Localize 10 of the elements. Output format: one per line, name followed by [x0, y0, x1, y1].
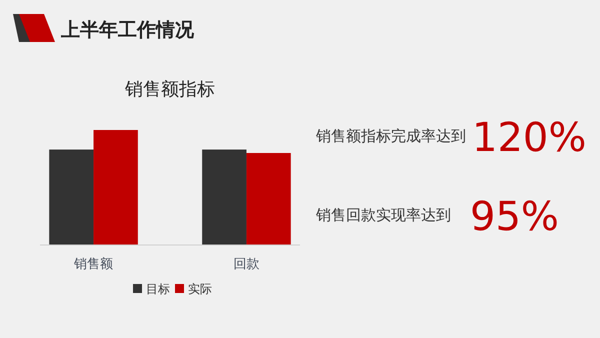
x-tick-label: 回款 — [233, 257, 260, 272]
text: 120% — [472, 115, 586, 161]
text: 95% — [470, 194, 559, 240]
legend-label: 目标 — [146, 282, 170, 296]
text: 销售回款实现率达到 — [315, 206, 451, 224]
legend-label: 实际 — [188, 282, 212, 296]
x-tick-label: 销售额 — [73, 257, 114, 272]
chart-title: 上半年工作情况 — [60, 19, 195, 41]
text: 销售额指标完成率达到 — [315, 127, 466, 145]
chart-subtitle: 销售额指标 — [124, 79, 215, 100]
